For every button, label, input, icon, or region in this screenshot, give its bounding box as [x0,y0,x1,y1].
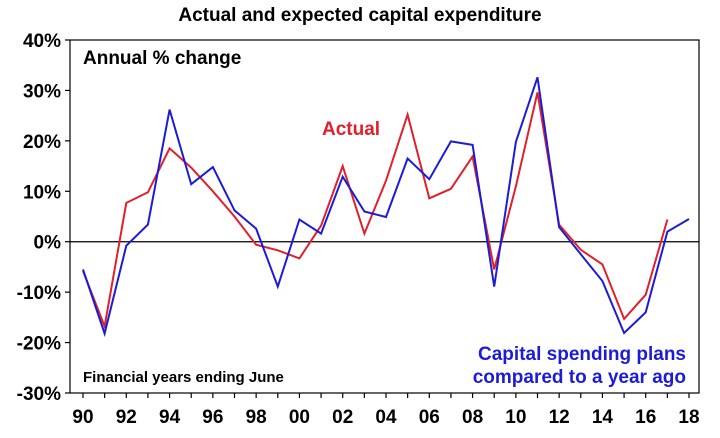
chart-title: Actual and expected capital expenditure [178,5,541,26]
series-1-point [320,233,322,235]
series-0-point [515,185,517,187]
series-line-0 [82,92,669,331]
series-1-point [342,176,344,178]
x-tick-label: 14 [592,407,614,428]
series-0-point [234,216,236,218]
x-tick-label: 10 [505,407,526,428]
series-1-point [537,76,539,78]
y-tick-label: -10% [17,283,61,304]
series-1-point [212,166,214,168]
series-0-point [169,147,171,149]
series-1-point [125,245,127,247]
series-1-point [147,224,149,226]
x-tick-label: 98 [246,407,267,428]
x-tick-label: 06 [419,407,440,428]
series-label-actual: Actual [322,119,380,140]
x-tick-label: 00 [289,407,310,428]
series-label-plans-line-2: compared to a year ago [473,367,686,388]
y-tick-label: 20% [23,132,61,153]
x-tick-label: 12 [549,407,570,428]
series-0-point [385,180,387,182]
series-1-point [515,141,517,143]
series-0-point [537,91,539,93]
x-tick-label: 02 [332,407,353,428]
series-0-point [363,233,365,235]
series-0-point [255,244,257,246]
series-1-point [255,228,257,230]
series-1-point [688,218,690,220]
series-1-point [363,210,365,212]
series-1-point [645,311,647,313]
series-layer [82,76,690,338]
series-0-point [645,294,647,296]
series-1-point [601,280,603,282]
series-1-point [190,183,192,185]
y-axis-label: Annual % change [83,48,241,69]
series-0-point [147,191,149,193]
x-tick-label: 92 [116,407,137,428]
y-tick-label: 0% [34,233,62,254]
x-tick-label: 94 [159,407,181,428]
series-1-point [385,216,387,218]
series-1-point [104,332,106,334]
plot-area [69,39,700,394]
footnote: Financial years ending June [83,369,284,386]
series-1-point [407,158,409,160]
series-0-point [125,202,127,204]
series-0-point [277,249,279,251]
series-1-point [580,253,582,255]
x-tick-label: 08 [462,407,483,428]
y-tick-label: -30% [17,384,61,405]
y-tick-label: 40% [23,31,61,52]
series-0-point [601,263,603,265]
series-0-point [212,190,214,192]
x-tick-label: 16 [635,407,656,428]
series-1-point [472,144,474,146]
x-tick-label: 90 [72,407,93,428]
series-1-point [450,140,452,142]
series-1-point [169,109,171,111]
series-line-1 [82,76,690,338]
series-0-point [342,165,344,167]
series-0-point [320,225,322,227]
series-0-point [190,167,192,169]
series-1-point [277,286,279,288]
series-0-point [407,114,409,116]
series-0-point [298,257,300,259]
x-tick-label: 96 [202,407,223,428]
series-0-point [450,188,452,190]
ticks-layer: 40% 30% 20% 10% 0% -10% -20% -30% 90 92 94 96 98 00 02… [17,31,700,428]
series-1-point [666,231,668,233]
series-1-point [82,268,84,270]
y-tick-label: -20% [17,334,61,355]
x-tick-label: 18 [678,407,699,428]
series-1-point [298,219,300,221]
series-0-point [623,318,625,320]
series-1-point [623,332,625,334]
series-1-point [234,209,236,211]
series-0-point [580,249,582,251]
series-0-point [666,219,668,221]
x-tick-label: 04 [375,407,397,428]
y-tick-label: 30% [23,81,61,102]
series-1-point [493,286,495,288]
y-tick-label: 10% [23,182,61,203]
series-0-point [493,268,495,270]
series-label-plans-line-1: Capital spending plans [478,344,686,365]
series-1-point [428,178,430,180]
series-0-point [428,197,430,199]
series-1-point [558,226,560,228]
